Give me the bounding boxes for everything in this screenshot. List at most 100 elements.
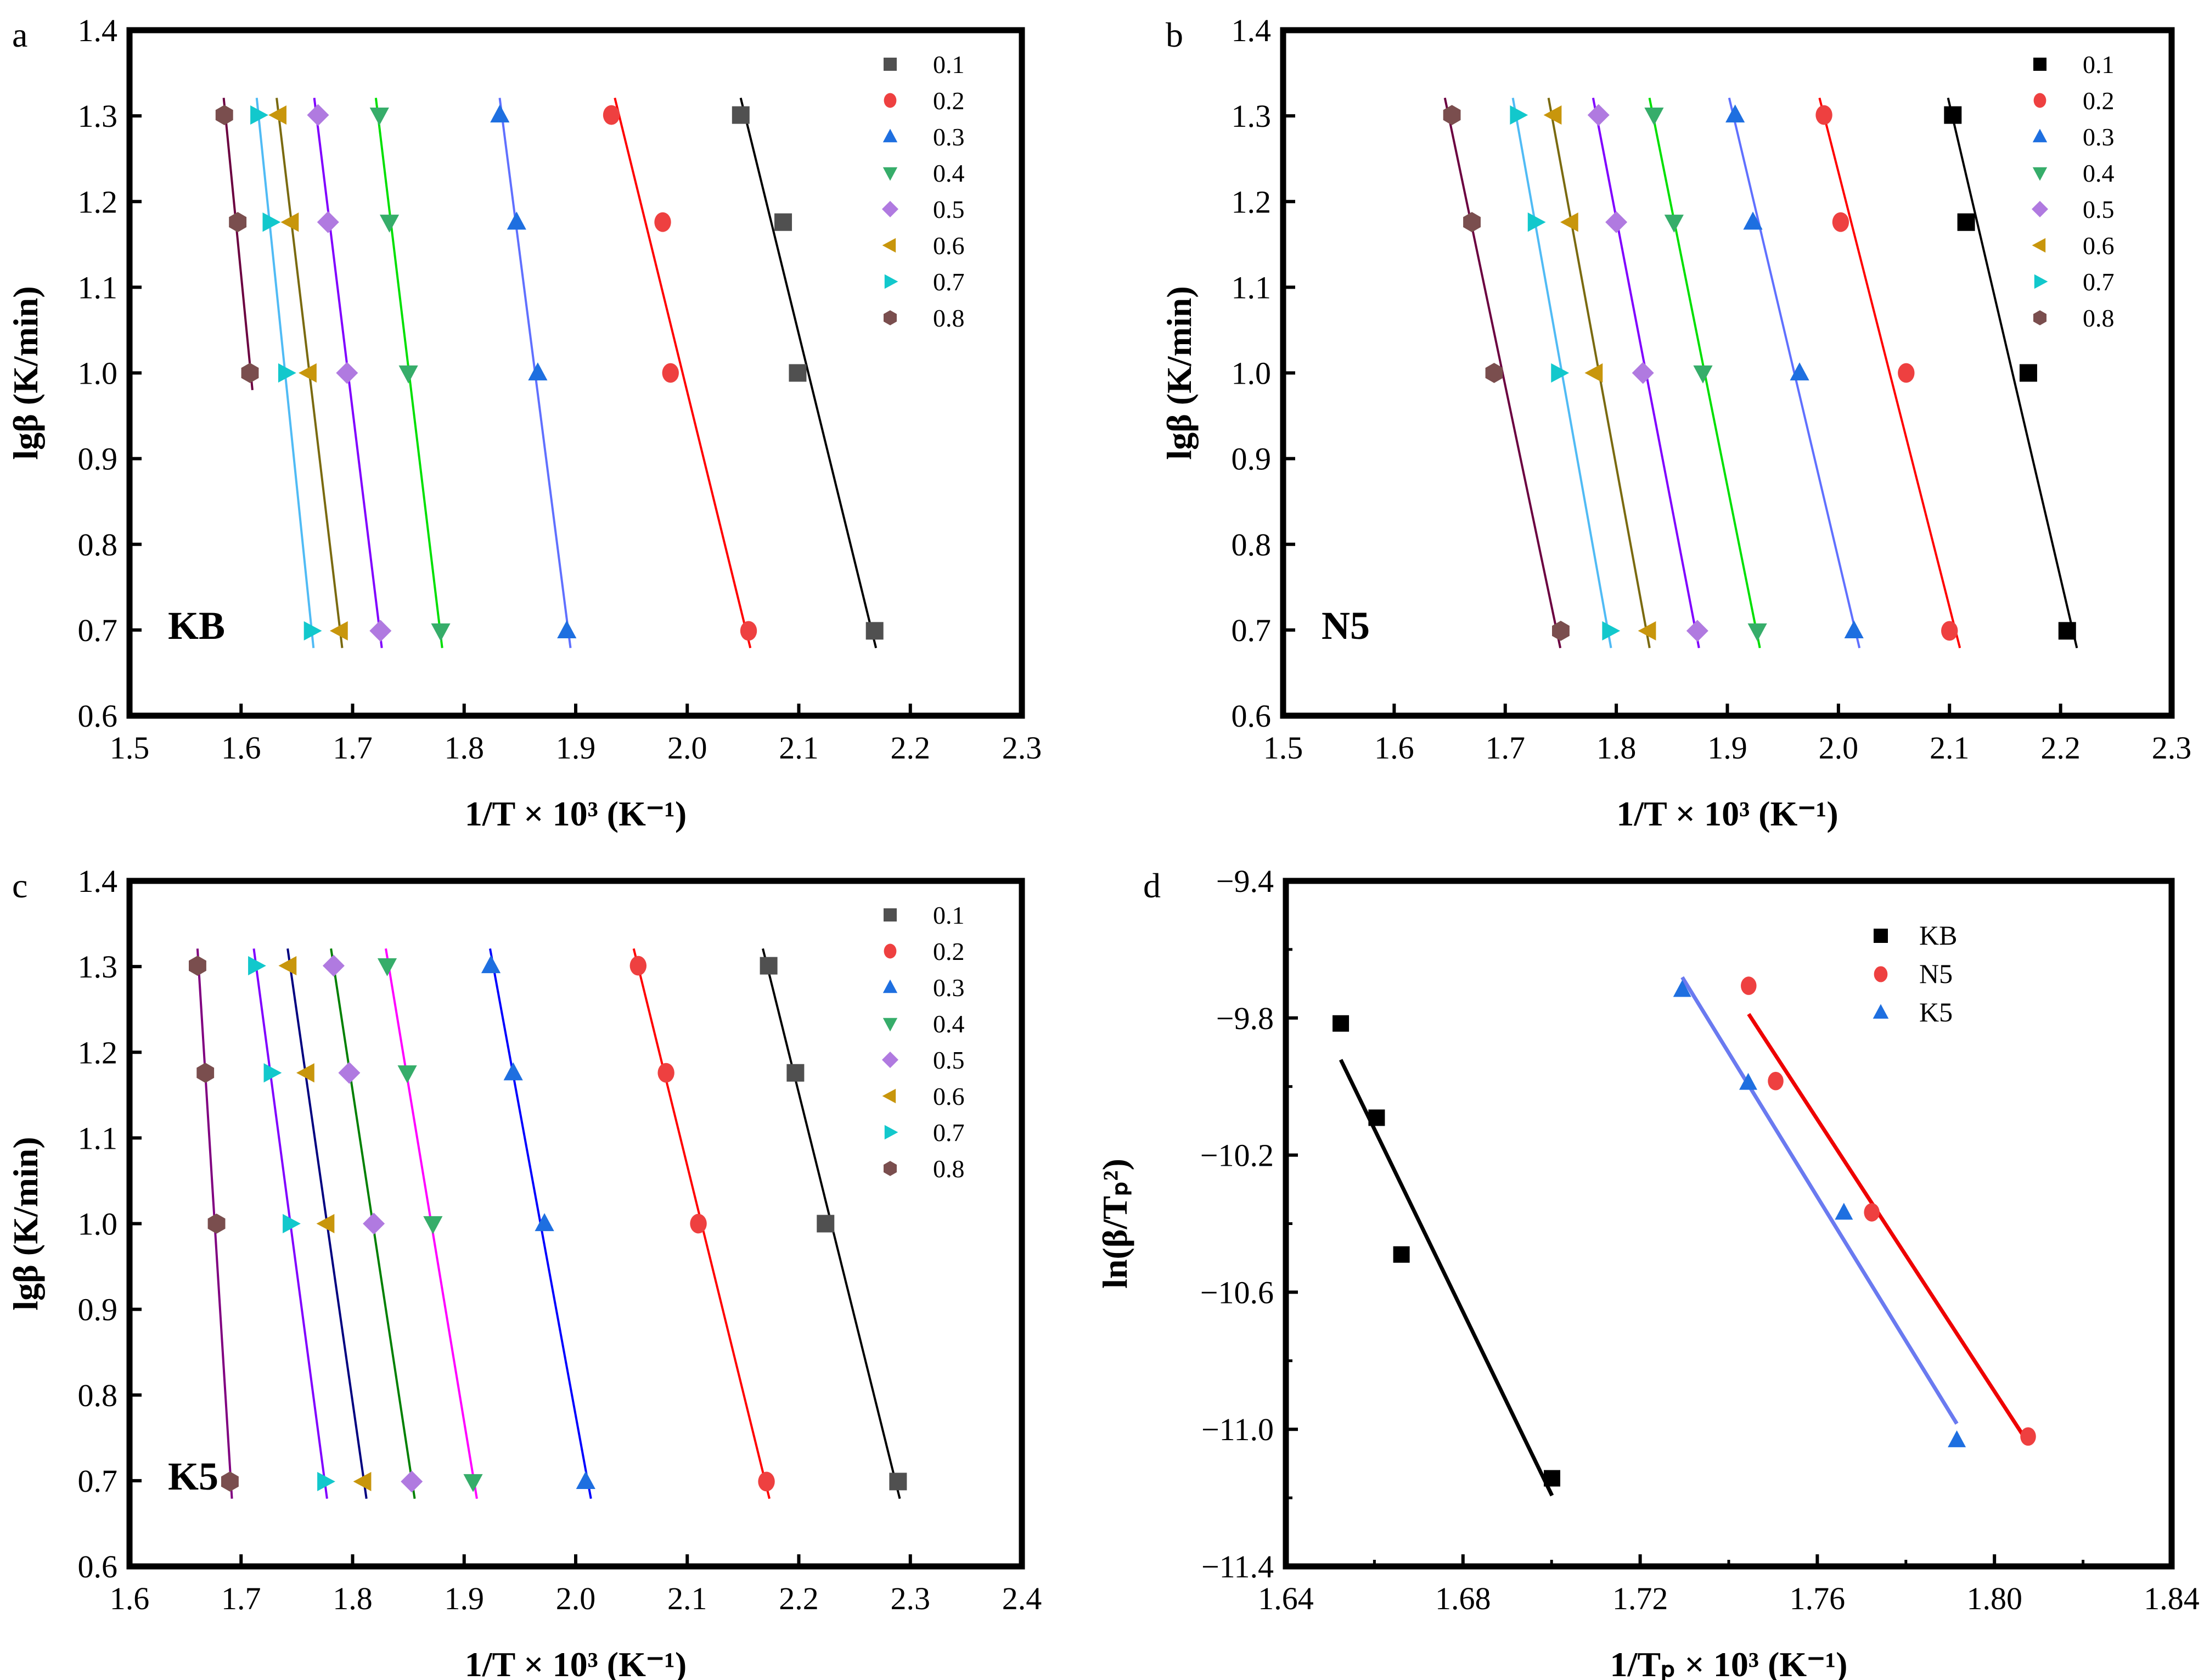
y-tick-label: 0.7: [78, 613, 118, 648]
y-tick-label: 0.8: [1232, 527, 1272, 563]
data-point-k5: [1835, 1203, 1853, 1220]
sample-label: K5: [168, 1454, 218, 1498]
data-point-0.1: [817, 1215, 835, 1233]
data-point-n5: [2020, 1427, 2036, 1446]
panel-d: d 1.64 1.68 1.72 1.76 1.80 1.84 −11.4 −11.0 −10.6…: [1095, 863, 2200, 1680]
data-point-0.2: [629, 956, 647, 976]
data-point-0.6: [278, 956, 297, 976]
y-tick-label: 0.8: [78, 527, 118, 563]
legend-marker: [882, 167, 898, 181]
data-point-0.7: [263, 1063, 282, 1083]
legend-label: 0.2: [2083, 87, 2115, 115]
fit-line-0.2: [1818, 97, 1961, 649]
data-point-0.6: [316, 1213, 335, 1234]
data-point-0.7: [262, 212, 281, 232]
data-point-0.5: [322, 954, 345, 977]
data-point-0.7: [1602, 621, 1621, 641]
legend-label: 0.6: [933, 1082, 965, 1110]
data-point-0.2: [654, 212, 671, 232]
legend-label: 0.7: [933, 1119, 965, 1147]
y-axis-title: lgβ (K/min): [1160, 286, 1199, 459]
y-tick-label: 1.1: [78, 269, 118, 305]
y-axis-title: lgβ (K/min): [6, 1137, 45, 1310]
data-point-0.5: [1632, 362, 1654, 384]
data-point-0.8: [215, 105, 233, 125]
x-tick-label: 1.76: [1790, 1581, 1846, 1616]
legend-marker: [882, 1052, 898, 1068]
data-point-0.8: [1443, 105, 1461, 125]
x-axis-title: 1/T × 10³ (K⁻¹): [465, 1645, 687, 1680]
y-tick-label: −10.2: [1200, 1138, 1274, 1173]
data-point-kb: [1368, 1109, 1385, 1126]
data-point-0.2: [657, 1063, 674, 1083]
data-point-0.8: [221, 1471, 239, 1492]
y-tick-label: 0.8: [78, 1378, 118, 1413]
ticks: 1.64 1.68 1.72 1.76 1.80 1.84 −11.4 −11.0 −10.6 −…: [1200, 863, 2200, 1616]
data-point-0.1: [889, 1473, 907, 1491]
data-point-0.4: [377, 958, 397, 976]
legend: 0.1 0.2 0.3 0.4 0.5 0.6 0.7 0.8: [882, 50, 965, 332]
legend-label: 0.1: [933, 50, 965, 78]
legend-label: K5: [1919, 997, 1953, 1027]
y-tick-label: 1.4: [1232, 13, 1272, 48]
data-point-0.3: [1790, 362, 1809, 381]
x-tick-label: 2.0: [556, 1581, 596, 1616]
x-tick-label: 1.6: [1374, 730, 1414, 766]
legend-label: 0.4: [933, 1010, 965, 1038]
legend-marker: [882, 201, 898, 217]
x-tick-label: 1.72: [1612, 1581, 1668, 1616]
x-tick-label: 2.4: [1002, 1581, 1042, 1616]
data-point-kb: [1332, 1015, 1350, 1032]
data-point-0.4: [1664, 215, 1684, 233]
y-tick-label: 1.0: [1232, 356, 1272, 391]
data-point-0.6: [1543, 105, 1562, 125]
y-tick-label: 1.3: [78, 949, 118, 985]
data-point-0.8: [189, 956, 206, 976]
data-point-0.5: [317, 211, 339, 233]
legend-label: 0.2: [933, 937, 965, 965]
data-point-0.5: [369, 620, 392, 642]
legend-label: 0.1: [2083, 50, 2115, 78]
data-point-0.3: [557, 620, 577, 639]
x-tick-label: 2.1: [779, 730, 819, 766]
legend-marker: [2032, 201, 2048, 217]
data-point-0.4: [369, 107, 389, 126]
x-tick-label: 1.7: [221, 1581, 261, 1616]
x-tick-label: 2.0: [1819, 730, 1859, 766]
y-tick-label: 0.9: [78, 1292, 118, 1328]
x-tick-label: 2.2: [779, 1581, 819, 1616]
data-point-0.5: [1686, 620, 1708, 642]
y-tick-label: 0.9: [1232, 441, 1272, 477]
data-point-0.6: [329, 621, 348, 641]
legend-label: 0.7: [2083, 268, 2115, 296]
x-axis-title: 1/T × 10³ (K⁻¹): [465, 794, 687, 833]
data-point-0.3: [503, 1062, 523, 1081]
data-point-0.3: [528, 362, 548, 381]
data-point-n5: [1864, 1203, 1880, 1222]
data-point-0.6: [299, 363, 317, 383]
data-point-0.8: [1485, 363, 1503, 383]
plot-frame: [1283, 878, 2175, 1570]
data-point-0.3: [507, 211, 526, 230]
data-point-0.4: [1747, 623, 1767, 642]
data-point-0.5: [336, 362, 358, 384]
y-tick-label: 0.6: [78, 1549, 118, 1585]
y-tick-label: 0.9: [78, 441, 118, 477]
x-tick-label: 1.8: [445, 730, 485, 766]
data-points: [1332, 976, 2036, 1487]
legend-label: 0.1: [933, 901, 965, 929]
data-point-n5: [1768, 1071, 1784, 1091]
x-axis-title: 1/Tₚ × 10³ (K⁻¹): [1610, 1645, 1848, 1680]
legend-marker: [2032, 128, 2048, 143]
data-point-0.7: [1527, 212, 1546, 232]
y-tick-label: 1.2: [78, 184, 118, 220]
data-point-n5: [1741, 976, 1757, 995]
data-point-0.2: [662, 363, 679, 383]
data-point-0.5: [363, 1212, 385, 1235]
data-point-0.7: [1510, 105, 1528, 125]
data-point-0.7: [278, 363, 296, 383]
x-tick-label: 2.3: [891, 1581, 931, 1616]
fit-lines: [1443, 97, 2078, 649]
data-point-0.7: [283, 1213, 301, 1234]
y-tick-label: 1.0: [78, 356, 118, 391]
